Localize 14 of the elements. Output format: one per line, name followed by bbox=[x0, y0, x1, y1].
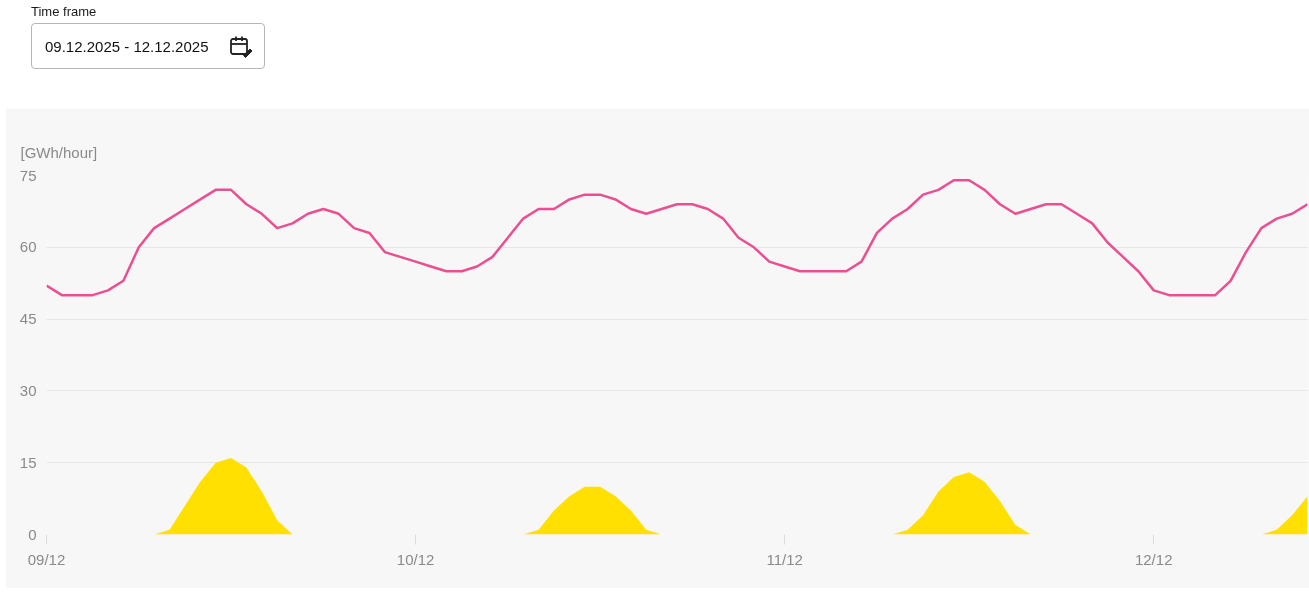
y-axis-title: [GWh/hour] bbox=[20, 143, 98, 161]
x-tick-label: 11/12 bbox=[766, 550, 803, 568]
y-tick-label: 75 bbox=[19, 166, 37, 184]
text: 09.12.2025 - 12.12.2025 bbox=[45, 37, 209, 57]
y-tick-label: 30 bbox=[19, 381, 37, 399]
y-tick-label: 60 bbox=[19, 238, 37, 256]
x-tick-label: 09/12 bbox=[27, 550, 66, 568]
line-series bbox=[46, 179, 1308, 297]
x-tick-label: 12/12 bbox=[1134, 550, 1173, 568]
y-tick-label: 15 bbox=[19, 453, 37, 471]
y-tick-label: 0 bbox=[28, 525, 37, 543]
y-tick-label: 45 bbox=[19, 310, 37, 328]
x-tick-label: 10/12 bbox=[396, 550, 435, 568]
text: Time frame bbox=[31, 3, 97, 21]
